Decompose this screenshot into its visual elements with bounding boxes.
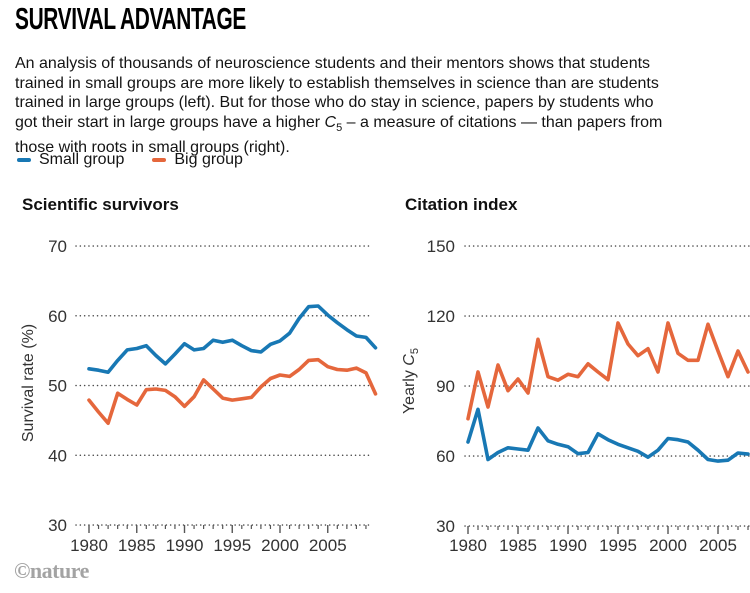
gridlines (75, 245, 373, 526)
right-chart-title: Citation index (405, 195, 518, 214)
c5-symbol: C (324, 113, 337, 131)
citation-chart: 30 60 90 120 150 1980 1985 1990 1995 2000 2005 (427, 237, 750, 555)
small-group-dash-icon (17, 158, 31, 162)
survivors-chart: 30 40 50 60 70 1980 1985 1990 1995 2000 2005 (48, 237, 378, 555)
series-line-big-group (87, 357, 378, 425)
y-tick-label: 70 (48, 237, 67, 256)
x-tick-label: 1990 (549, 536, 587, 555)
legend-label-small-group: Small group (39, 151, 125, 168)
legend-item-big-group: Big group (152, 151, 243, 169)
legend: Small group Big group (17, 151, 271, 169)
x-tick-label: 1995 (213, 536, 251, 555)
y-tick-label: 30 (436, 517, 455, 536)
x-tick-label: 2005 (309, 536, 347, 555)
x-tick-label: 1990 (166, 536, 204, 555)
x-tick-label: 2000 (649, 536, 687, 555)
y-tick-label: 40 (48, 446, 67, 465)
x-tick-label: 1995 (599, 536, 637, 555)
x-tick-label: 2000 (261, 536, 299, 555)
c5-subscript: 5 (336, 121, 343, 134)
x-axis: 1980 1985 1990 1995 2000 2005 (449, 526, 749, 555)
y-tick-label: 60 (48, 307, 67, 326)
y-tick-label: 60 (436, 447, 455, 466)
x-tick-label: 1980 (70, 536, 108, 555)
y-tick-label: 90 (436, 377, 455, 396)
x-tick-label: 1985 (499, 536, 537, 555)
series-line-big-group (466, 321, 750, 421)
x-tick-label: 1985 (118, 536, 156, 555)
legend-label-big-group: Big group (174, 151, 243, 168)
x-tick-label: 2005 (699, 536, 737, 555)
legend-item-small-group: Small group (17, 151, 124, 169)
nature-logo: ©nature (14, 558, 89, 583)
x-axis: 1980 1985 1990 1995 2000 2005 (70, 525, 367, 555)
y-tick-label: 30 (48, 516, 67, 535)
y-tick-label: 120 (427, 307, 455, 326)
series-line-small-group (466, 407, 750, 463)
y-tick-label: 50 (48, 377, 67, 396)
intro-text-1: An analysis of thousands of neuroscience… (15, 55, 659, 131)
left-chart-title: Scientific survivors (22, 195, 179, 214)
series-line-small-group (87, 304, 378, 374)
intro-text-2: – a measure of citations — than papers f… (15, 113, 663, 157)
intro-paragraph: An analysis of thousands of neuroscience… (15, 54, 667, 158)
big-group-dash-icon (152, 158, 167, 162)
page-title: SURVIVAL ADVANTAGE (15, 3, 246, 37)
x-tick-label: 1980 (449, 536, 487, 555)
y-tick-label: 150 (427, 237, 455, 256)
